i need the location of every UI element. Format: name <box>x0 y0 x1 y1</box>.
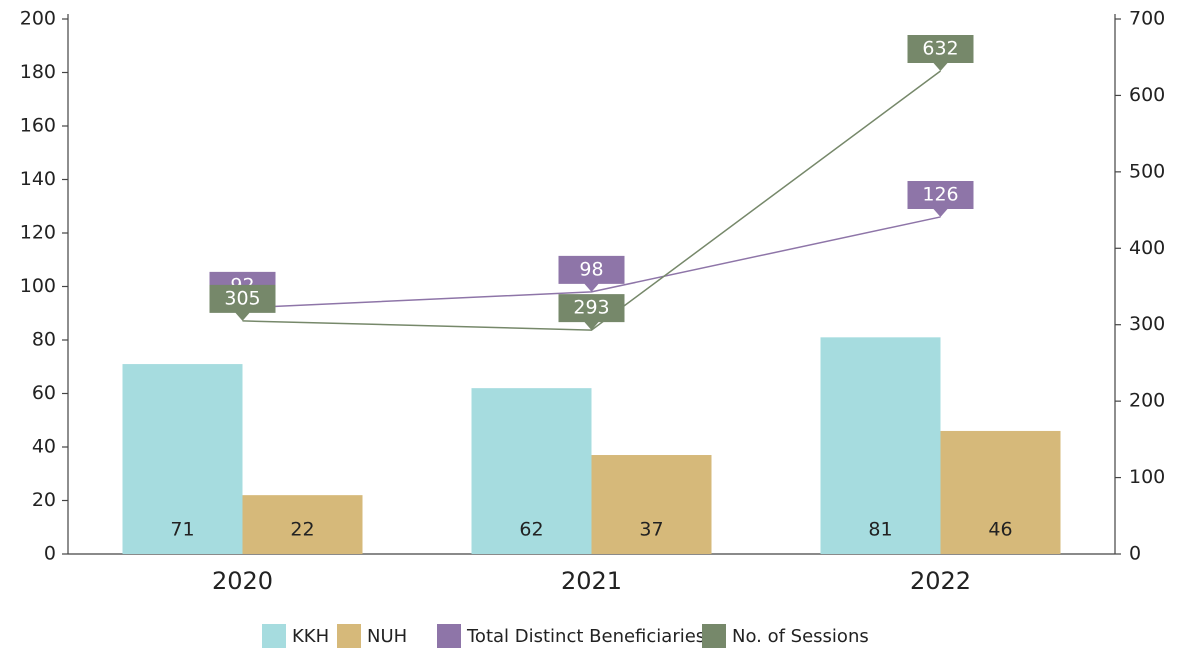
callout-box <box>558 255 625 292</box>
legend-label: Total Distinct Beneficiaries <box>466 626 705 647</box>
legend-swatch <box>337 624 361 648</box>
y-tick-label: 200 <box>20 8 56 30</box>
y-tick-label: 60 <box>32 382 56 404</box>
line-data-callout: 126 <box>907 180 974 217</box>
bar-value-label: 62 <box>519 519 543 541</box>
bar-value-label: 81 <box>868 519 892 541</box>
legend-label: KKH <box>292 626 329 647</box>
callout-box <box>558 294 625 331</box>
bar-value-label: 46 <box>988 519 1012 541</box>
y2-tick-label: 400 <box>1129 237 1165 259</box>
bar-value-label: 22 <box>290 519 314 541</box>
line-value-label: 98 <box>579 258 603 280</box>
y-tick-label: 20 <box>32 489 56 511</box>
bar <box>471 388 592 554</box>
y-tick-label: 0 <box>44 543 56 565</box>
bar <box>122 364 243 554</box>
line-data-callout: 98 <box>558 255 625 292</box>
legend-label: NUH <box>367 626 407 647</box>
y2-tick-label: 100 <box>1129 466 1165 488</box>
line-data-callout: 293 <box>558 294 625 331</box>
legend-swatch <box>702 624 726 648</box>
y-tick-label: 80 <box>32 329 56 351</box>
y-tick-label: 100 <box>20 275 56 297</box>
bar-value-label: 71 <box>170 519 194 541</box>
line-value-label: 126 <box>922 183 958 205</box>
x-tick-label: 2021 <box>561 567 622 595</box>
x-tick-label: 2022 <box>910 567 971 595</box>
legend-label: No. of Sessions <box>732 626 869 647</box>
y-tick-label: 40 <box>32 436 56 458</box>
y2-tick-label: 0 <box>1129 543 1141 565</box>
y-tick-label: 140 <box>20 168 56 190</box>
legend-swatch <box>437 624 461 648</box>
bar <box>591 455 712 554</box>
x-tick-label: 2020 <box>212 567 273 595</box>
y2-tick-label: 700 <box>1129 8 1165 30</box>
bar <box>242 495 363 554</box>
line-value-label: 305 <box>224 287 260 309</box>
bar <box>820 337 941 554</box>
bar <box>940 430 1061 554</box>
y2-tick-label: 200 <box>1129 390 1165 412</box>
callout-box <box>907 34 974 71</box>
y2-tick-label: 300 <box>1129 313 1165 335</box>
line-value-label: 632 <box>922 37 958 59</box>
y2-tick-label: 500 <box>1129 160 1165 182</box>
line-data-callout: 305 <box>209 284 276 321</box>
y2-tick-label: 600 <box>1129 84 1165 106</box>
line-data-callout: 632 <box>907 34 974 71</box>
legend-swatch <box>262 624 286 648</box>
callout-box <box>907 180 974 217</box>
bar-value-label: 37 <box>639 519 663 541</box>
y-tick-label: 120 <box>20 222 56 244</box>
line-value-label: 293 <box>573 297 609 319</box>
y-tick-label: 180 <box>20 61 56 83</box>
callout-box <box>209 284 276 321</box>
y-tick-label: 160 <box>20 115 56 137</box>
